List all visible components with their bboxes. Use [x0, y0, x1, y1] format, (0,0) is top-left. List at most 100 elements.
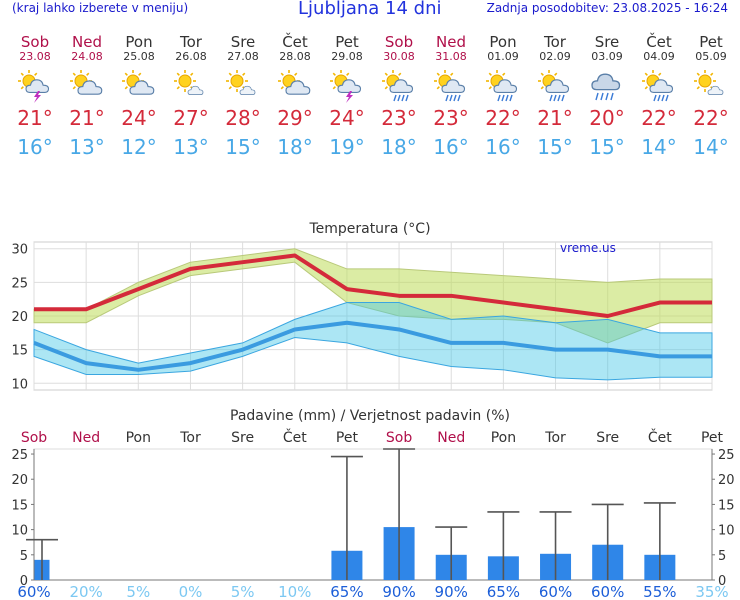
precip-y-tick-right: 0 — [718, 574, 726, 589]
precip-y-tick: 20 — [11, 473, 28, 488]
day-date: 04.09 — [643, 50, 675, 63]
day-name: Pet — [335, 33, 359, 51]
day-name: Čet — [282, 33, 308, 51]
day-date: 25.08 — [123, 50, 155, 63]
precip-day-label: Sob — [21, 430, 47, 446]
precip-day-label: Pon — [491, 430, 516, 446]
temp-chart-title: Temperatura (°C) — [308, 221, 430, 237]
min-temperature: 16° — [17, 135, 53, 159]
precip-probability: 60% — [539, 583, 572, 600]
max-temperature: 22° — [693, 106, 729, 130]
precip-probability: 5% — [231, 583, 255, 600]
max-temperature: 29° — [277, 106, 313, 130]
precip-day-label: Tor — [179, 430, 201, 446]
day-name: Pet — [699, 33, 723, 51]
precip-day-label: Ned — [72, 430, 100, 446]
temp-y-tick: 25 — [11, 276, 28, 291]
day-name: Čet — [646, 33, 672, 51]
precip-probability: 65% — [330, 583, 363, 600]
sun-cloud-storm-icon — [321, 67, 373, 103]
temp-y-tick: 30 — [11, 243, 28, 258]
top-bar: (kraj lahko izberete v meniju) Ljubljana… — [0, 0, 740, 19]
min-temperature: 13° — [69, 135, 105, 159]
last-updated: Zadnja posodobitev: 23.08.2025 - 16:24 — [486, 1, 728, 15]
day-column: Čet 28.08 29° 18° — [269, 34, 321, 158]
precip-day-label: Sre — [596, 430, 619, 446]
min-temp-line — [33, 320, 712, 372]
max-temp-band — [33, 248, 713, 344]
precip-probability: 5% — [126, 583, 150, 600]
day-column: Sre 03.09 20° 15° — [581, 34, 633, 158]
sun-cloud-icon — [61, 67, 113, 103]
precip-day-label: Čet — [283, 428, 307, 446]
day-column: Ned 24.08 21° 13° — [61, 34, 113, 158]
day-column: Pon 25.08 24° 12° — [113, 34, 165, 158]
precip-y-tick-right: 5 — [718, 549, 726, 564]
max-temperature: 28° — [225, 106, 261, 130]
precip-probability: 60% — [591, 583, 624, 600]
day-column: Sre 27.08 28° 15° — [217, 34, 269, 158]
max-temperature: 24° — [329, 106, 365, 130]
precip-probability: 90% — [382, 583, 415, 600]
day-name: Sob — [384, 33, 414, 51]
max-temperature: 23° — [433, 106, 469, 130]
day-column: Ned 31.08 23° 16° — [425, 34, 477, 158]
day-name: Tor — [544, 33, 566, 51]
temp-y-tick: 20 — [11, 310, 28, 325]
precip-day-label: Sob — [386, 430, 412, 446]
sun-cloud-storm-icon — [9, 67, 61, 103]
day-column: Tor 26.08 27° 13° — [165, 34, 217, 158]
min-temperature: 15° — [589, 135, 625, 159]
precip-y-tick-right: 25 — [718, 448, 735, 463]
day-date: 24.08 — [71, 50, 103, 63]
min-temperature: 14° — [693, 135, 729, 159]
max-temperature: 27° — [173, 106, 209, 130]
precip-probability: 65% — [487, 583, 520, 600]
day-column: Sob 30.08 23° 18° — [373, 34, 425, 158]
precip-y-tick-right: 15 — [718, 498, 735, 513]
precip-day-label: Ned — [437, 430, 465, 446]
max-temp-line — [34, 253, 712, 318]
precip-y-tick-right: 20 — [718, 473, 735, 488]
precip-probability: 20% — [69, 583, 102, 600]
precip-y-tick: 25 — [11, 448, 28, 463]
day-name: Pon — [125, 33, 153, 51]
max-temperature: 21° — [537, 106, 573, 130]
precip-probability: 55% — [643, 583, 676, 600]
cloud-rain-icon — [581, 67, 633, 103]
day-date: 28.08 — [279, 50, 311, 63]
day-column: Pet 29.08 24° 19° — [321, 34, 373, 158]
max-temperature: 21° — [17, 106, 53, 130]
precip-day-label: Tor — [544, 430, 566, 446]
precip-y-tick: 5 — [20, 549, 28, 564]
precip-chart-title: Padavine (mm) / Verjetnost padavin (%) — [230, 408, 510, 424]
sun-cloud-small-icon — [217, 67, 269, 103]
day-name: Pon — [489, 33, 517, 51]
day-column: Tor 02.09 21° 15° — [529, 34, 581, 158]
min-temperature: 15° — [537, 135, 573, 159]
day-date: 26.08 — [175, 50, 207, 63]
min-temperature: 18° — [381, 135, 417, 159]
watermark: vreme.us — [560, 241, 616, 255]
min-temperature: 13° — [173, 135, 209, 159]
day-name: Ned — [436, 33, 466, 51]
max-temperature: 22° — [485, 106, 521, 130]
day-column: Pon 01.09 22° 16° — [477, 34, 529, 158]
max-temperature: 20° — [589, 106, 625, 130]
day-name: Ned — [72, 33, 102, 51]
min-temperature: 19° — [329, 135, 365, 159]
precip-y-tick: 15 — [11, 498, 28, 513]
precip-probability: 0% — [179, 583, 203, 600]
day-date: 01.09 — [487, 50, 519, 63]
min-temperature: 15° — [225, 135, 261, 159]
day-name: Sob — [20, 33, 50, 51]
location-menu-link[interactable]: (kraj lahko izberete v meniju) — [12, 1, 189, 15]
temp-y-tick: 15 — [11, 344, 28, 359]
day-column: Čet 04.09 22° 14° — [633, 34, 685, 158]
precip-day-label: Pet — [336, 430, 359, 446]
day-date: 31.08 — [435, 50, 467, 63]
min-temperature: 12° — [121, 135, 157, 159]
daily-forecast-strip: Sob 23.08 21° 16° Ned 24.08 21° 13° Pon 25.08 24° 1… — [11, 34, 739, 170]
precip-y-tick: 10 — [11, 524, 28, 539]
